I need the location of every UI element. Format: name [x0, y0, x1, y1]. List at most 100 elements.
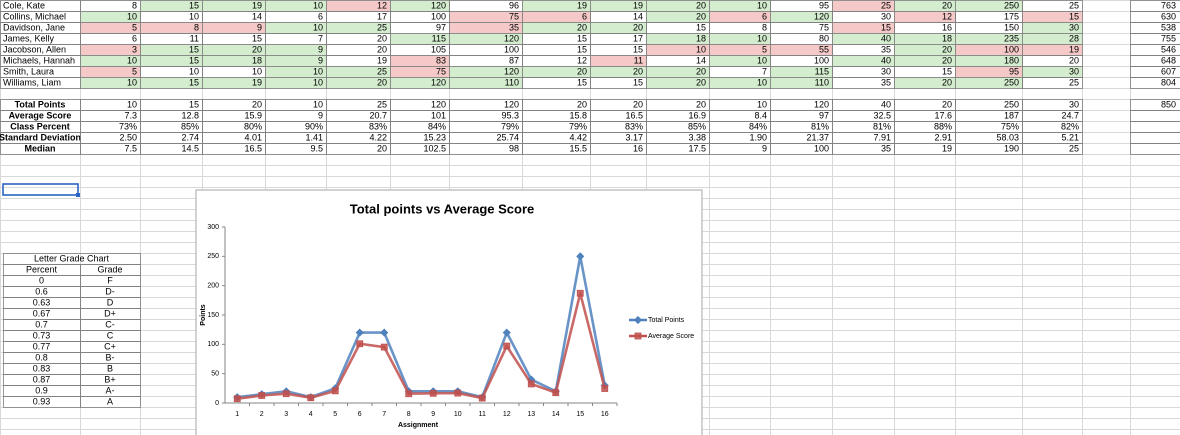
score-cell: 19 [252, 77, 262, 87]
score-cell: 100 [1004, 44, 1019, 54]
score-cell: 87 [509, 55, 519, 65]
cell-highlight [265, 66, 327, 78]
score-cell: 100 [431, 11, 446, 21]
y-tick-label: 50 [211, 371, 219, 378]
summary-cell: 98 [509, 143, 519, 153]
score-cell: 11 [190, 33, 199, 43]
cell-highlight [80, 55, 141, 67]
grade-percent: 0.7 [35, 319, 48, 329]
cell-highlight [832, 33, 895, 45]
cell-highlight [390, 0, 450, 12]
total-cell: 648 [1161, 55, 1176, 65]
score-cell: 35 [509, 22, 519, 32]
summary-cell: 120 [504, 99, 519, 109]
x-tick-label: 9 [431, 411, 435, 418]
summary-cell: 15.5 [569, 143, 587, 153]
summary-cell: 3.17 [625, 132, 643, 142]
summary-cell: 75% [1001, 121, 1019, 131]
summary-cell: 1.41 [305, 132, 323, 142]
cell-highlight [80, 77, 141, 89]
summary-cell: 83% [625, 121, 643, 131]
y-tick-label: 0 [215, 400, 219, 407]
cell-highlight [1022, 22, 1083, 34]
summary-cell: 8.4 [754, 110, 767, 120]
fill-handle [76, 193, 80, 197]
score-cell: 20 [377, 33, 387, 43]
cell-highlight [709, 33, 771, 45]
y-tick-label: 250 [207, 253, 219, 260]
score-cell: 20 [696, 66, 706, 76]
score-cell: 95 [1009, 66, 1019, 76]
score-cell: 15 [252, 33, 262, 43]
score-cell: 15 [633, 44, 643, 54]
grade-percent: 0.93 [33, 396, 51, 406]
score-cell: 150 [1004, 22, 1019, 32]
summary-cell: 20 [696, 99, 706, 109]
score-cell: 35 [881, 77, 891, 87]
cell-highlight [894, 11, 956, 23]
score-cell: 10 [757, 33, 767, 43]
summary-label: Standard Deviation [0, 132, 81, 142]
x-tick-label: 4 [309, 411, 313, 418]
cell-highlight [770, 77, 833, 89]
summary-cell: 19 [942, 143, 952, 153]
cell-highlight [326, 0, 391, 12]
summary-cell: 25 [1069, 143, 1079, 153]
total-cell: 538 [1161, 22, 1176, 32]
score-cell: 15 [1069, 11, 1079, 21]
total-cell: 755 [1161, 33, 1176, 43]
score-cell: 9 [257, 22, 262, 32]
summary-cell: 32.5 [873, 110, 891, 120]
summary-cell: 73% [119, 121, 137, 131]
score-cell: 30 [881, 66, 891, 76]
score-cell: 20 [377, 77, 387, 87]
summary-label: Median [24, 143, 55, 153]
cell-highlight [202, 0, 266, 12]
score-cell: 20 [377, 44, 387, 54]
summary-cell: 83% [369, 121, 387, 131]
summary-cell: 95.3 [501, 110, 519, 120]
grade-chart-title: Letter Grade Chart [34, 253, 110, 263]
score-cell: 5 [132, 22, 137, 32]
score-cell: 15 [577, 44, 587, 54]
score-cell: 9 [318, 55, 323, 65]
grade-percent: 0 [39, 275, 44, 285]
x-tick-label: 12 [503, 411, 511, 418]
cell-highlight [449, 66, 523, 78]
cell-highlight [894, 44, 956, 56]
grade-letter: B [107, 363, 113, 373]
cell-highlight [709, 11, 771, 23]
summary-cell: 97 [819, 110, 829, 120]
cell-border [1130, 143, 1180, 155]
score-cell: 30 [881, 11, 891, 21]
score-cell: 30 [1069, 66, 1079, 76]
x-tick-label: 2 [260, 411, 264, 418]
x-axis-title: Assignment [398, 422, 439, 429]
summary-cell: 20 [633, 99, 643, 109]
cell-highlight [326, 22, 391, 34]
summary-cell: 12.8 [181, 110, 199, 120]
score-cell: 17 [633, 33, 643, 43]
x-tick-label: 7 [382, 411, 386, 418]
cell-highlight [955, 66, 1023, 78]
cell-highlight [449, 33, 523, 45]
series-line [237, 255, 607, 399]
summary-cell: 20 [942, 99, 952, 109]
legend-label: Total Points [648, 317, 685, 324]
y-tick-label: 300 [207, 224, 219, 231]
summary-cell: 84% [428, 121, 446, 131]
student-name: James, Kelly [3, 33, 55, 43]
x-tick-label: 6 [358, 411, 362, 418]
data-point [331, 387, 339, 395]
student-name: Williams, Liam [3, 77, 61, 87]
summary-cell: 102.5 [423, 143, 446, 153]
cell-highlight [709, 0, 771, 12]
score-cell: 10 [252, 66, 262, 76]
score-cell: 15 [633, 77, 643, 87]
summary-cell: 187 [1004, 110, 1019, 120]
summary-total: 850 [1161, 99, 1176, 109]
cell-highlight [590, 22, 647, 34]
summary-cell: 79% [569, 121, 587, 131]
student-name: Cole, Kate [3, 0, 45, 10]
data-point [576, 252, 585, 261]
